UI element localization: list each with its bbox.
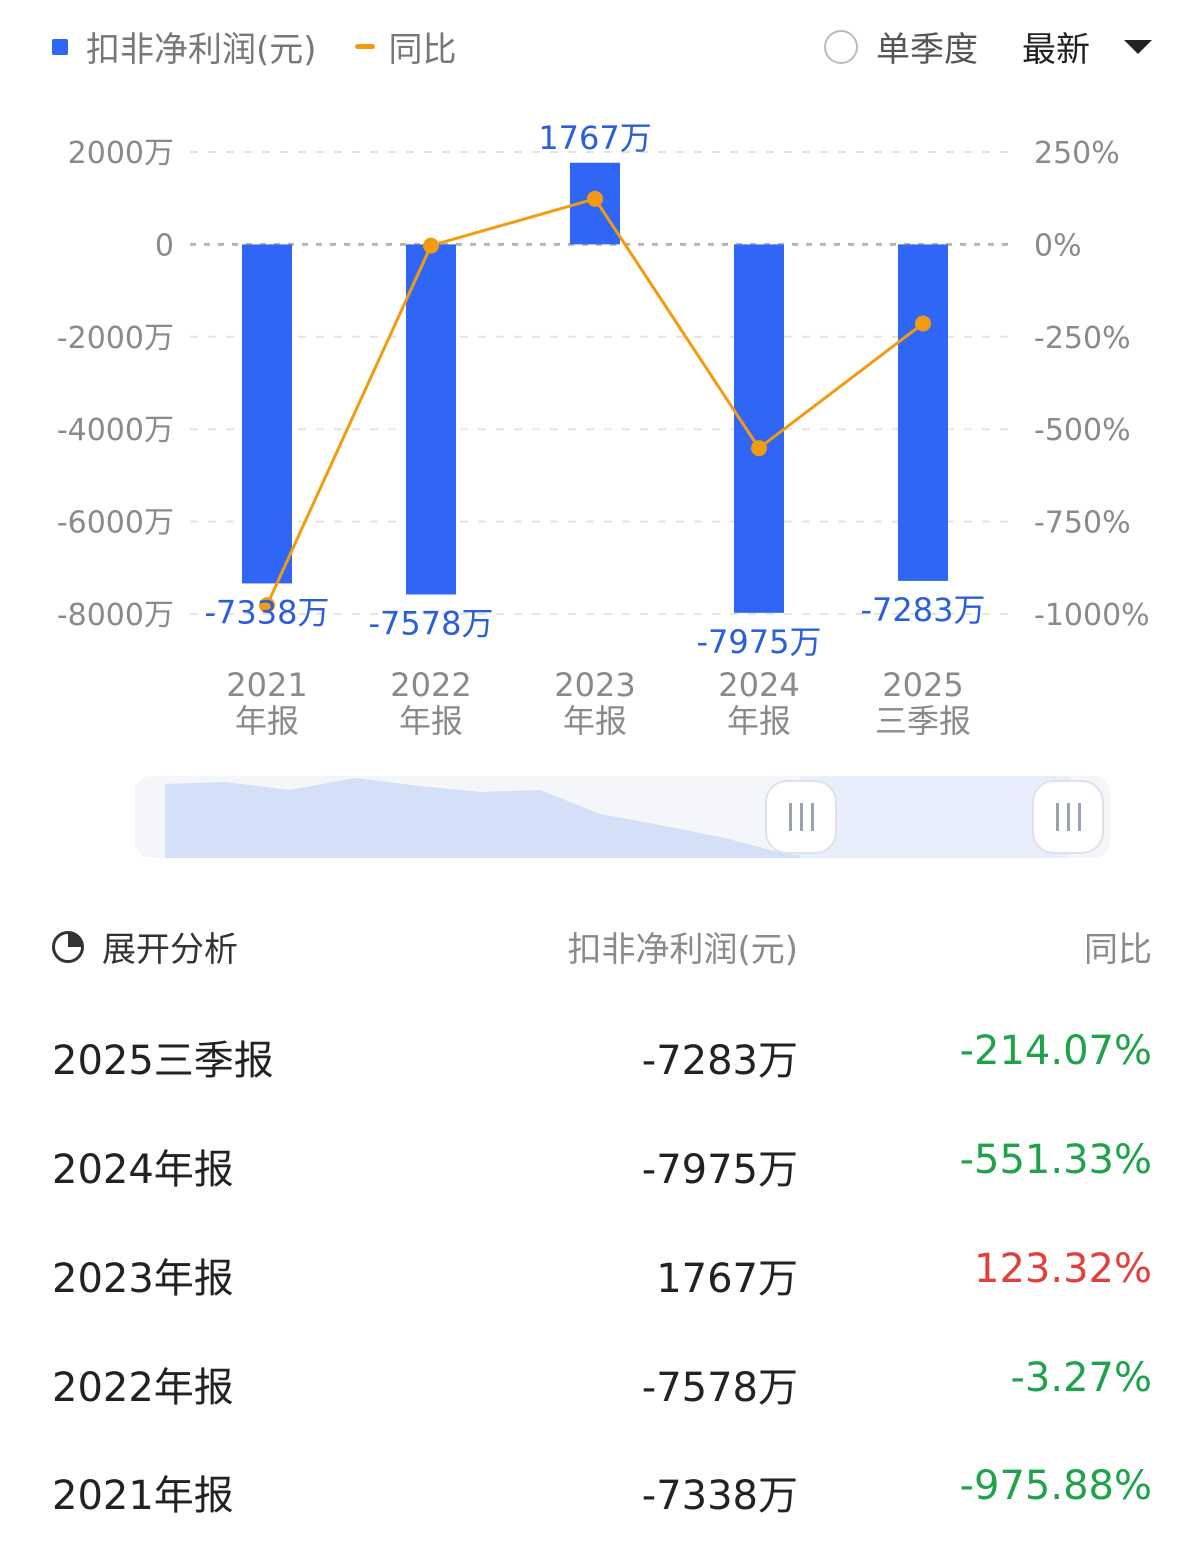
value-column-header: 扣非净利润(元): [567, 930, 798, 970]
row-period: 2024年报: [52, 1147, 234, 1193]
row-value: -7338万: [641, 1473, 798, 1519]
y-right-tick-label: 0%: [1034, 228, 1082, 263]
profit-chart: 2000万 0 -2000万 -4000万 -6000万 -8000万 250% 0% -250…: [57, 119, 1150, 740]
x-tick-label: 年报: [727, 702, 791, 740]
bar: [406, 244, 456, 595]
range-slider[interactable]: [135, 776, 1110, 858]
y-left-tick-label: -6000万: [57, 506, 174, 541]
bar-value-label: 1767万: [538, 119, 651, 157]
bar: [734, 244, 784, 613]
yoy-column-header: 同比: [1084, 930, 1152, 970]
x-tick-label: 2024: [718, 666, 799, 704]
bar: [898, 244, 948, 581]
expand-analysis-button[interactable]: 展开分析: [52, 922, 238, 971]
yoy-point: [915, 315, 931, 332]
line-legend-swatch: [354, 44, 375, 49]
x-tick-label: 2022: [390, 666, 471, 704]
y-left-tick-label: 0: [155, 228, 174, 263]
line-legend-label: 同比: [388, 30, 457, 70]
bar-value-label: -7338万: [205, 593, 330, 631]
y-right-tick-label: -1000%: [1034, 598, 1150, 633]
x-tick-label: 年报: [235, 702, 299, 740]
row-period: 2025三季报: [52, 1038, 274, 1084]
x-tick-label: 年报: [399, 702, 463, 740]
chart-legend: 扣非净利润(元) 同比: [52, 22, 457, 71]
y-right-tick-label: -250%: [1034, 321, 1131, 356]
slider-left-handle[interactable]: [765, 780, 837, 854]
bar-legend-label: 扣非净利润(元): [86, 30, 317, 70]
quarter-radio[interactable]: [824, 29, 858, 64]
row-period: 2023年报: [52, 1256, 234, 1302]
y-left-tick-label: -4000万: [57, 413, 174, 448]
bar-legend-swatch: [52, 38, 68, 55]
x-tick-label: 2021: [226, 666, 307, 704]
quarter-label[interactable]: 单季度: [876, 30, 978, 70]
slider-right-handle[interactable]: [1032, 780, 1104, 854]
y-left-tick-label: -2000万: [57, 321, 174, 356]
x-tick-label: 年报: [563, 702, 627, 740]
yoy-line: [265, 197, 924, 606]
row-value: -7283万: [641, 1038, 798, 1084]
slider-selection: [800, 776, 1070, 858]
row-yoy: -3.27%: [1010, 1355, 1152, 1401]
bar-value-label: -7578万: [369, 605, 494, 643]
table-row: 2023年报 1767万 123.32%: [0, 1246, 1200, 1306]
table-row: 2025三季报 -7283万 -214.07%: [0, 1028, 1200, 1088]
row-yoy: -975.88%: [959, 1463, 1152, 1509]
chevron-down-icon[interactable]: [1124, 39, 1152, 54]
bar-value-label: -7975万: [697, 623, 822, 661]
x-tick-label: 2023: [554, 666, 635, 704]
row-value: -7578万: [641, 1365, 798, 1411]
row-period: 2022年报: [52, 1365, 234, 1411]
row-value: 1767万: [656, 1256, 798, 1302]
table-row: 2022年报 -7578万 -3.27%: [0, 1355, 1200, 1415]
y-right-tick-label: -500%: [1034, 413, 1131, 448]
chart-controls: 单季度 最新: [824, 22, 1152, 71]
x-tick-label: 2025: [882, 666, 963, 704]
y-right-tick-label: -750%: [1034, 506, 1131, 541]
row-value: -7975万: [641, 1147, 798, 1193]
row-yoy: -551.33%: [959, 1137, 1152, 1183]
row-period: 2021年报: [52, 1473, 234, 1519]
pie-chart-icon: [52, 930, 84, 963]
y-left-tick-label: 2000万: [68, 136, 174, 171]
table-row: 2024年报 -7975万 -551.33%: [0, 1137, 1200, 1197]
y-right-tick-label: 250%: [1034, 136, 1120, 171]
yoy-point: [423, 237, 439, 254]
row-yoy: -214.07%: [959, 1028, 1152, 1074]
yoy-point: [259, 597, 275, 614]
yoy-point: [751, 440, 767, 457]
bar-value-label: -7283万: [861, 591, 986, 629]
y-left-tick-label: -8000万: [57, 598, 174, 633]
row-yoy: 123.32%: [974, 1246, 1152, 1292]
yoy-point: [587, 190, 603, 207]
x-tick-label: 三季报: [875, 702, 971, 740]
slider-preview: [165, 778, 975, 858]
table-header: 展开分析 扣非净利润(元) 同比: [0, 922, 1200, 972]
expand-analysis-label: 展开分析: [102, 930, 238, 970]
table-row: 2021年报 -7338万 -975.88%: [0, 1463, 1200, 1523]
bar: [242, 244, 292, 584]
sort-dropdown[interactable]: 最新: [1022, 30, 1090, 70]
